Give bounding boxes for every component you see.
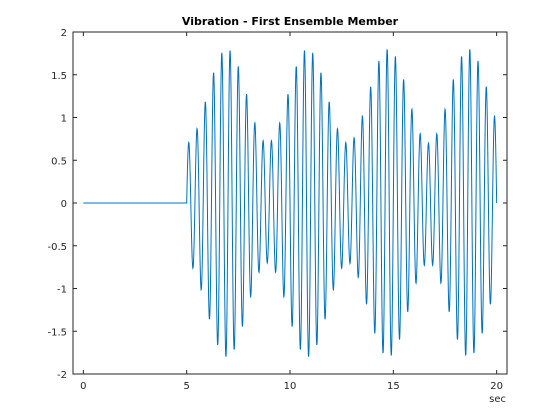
x-axis-label: sec bbox=[489, 394, 506, 405]
series-line-vibration bbox=[83, 49, 498, 357]
y-tick-label: 0.5 bbox=[51, 156, 67, 167]
x-tick-label: 0 bbox=[80, 381, 86, 392]
y-tick-label: 1.5 bbox=[51, 71, 67, 82]
chart-title: Vibration - First Ensemble Member bbox=[182, 15, 399, 28]
y-tick-label: 2 bbox=[61, 28, 67, 39]
y-tick-label: -1 bbox=[57, 285, 67, 296]
y-tick-label: -2 bbox=[57, 370, 67, 381]
y-tick-label: -1.5 bbox=[47, 327, 67, 338]
x-axis: 0 5 10 15 20 bbox=[80, 32, 503, 392]
y-tick-label: 1 bbox=[61, 114, 67, 125]
y-tick-label: -0.5 bbox=[47, 242, 67, 253]
x-tick-label: 15 bbox=[387, 381, 400, 392]
y-axis: -2 -1.5 -1 -0.5 0 0.5 1 1.5 2 bbox=[47, 28, 507, 381]
y-tick-label: 0 bbox=[61, 199, 67, 210]
x-tick-label: 5 bbox=[183, 381, 189, 392]
x-tick-label: 20 bbox=[490, 381, 503, 392]
x-tick-label: 10 bbox=[284, 381, 297, 392]
